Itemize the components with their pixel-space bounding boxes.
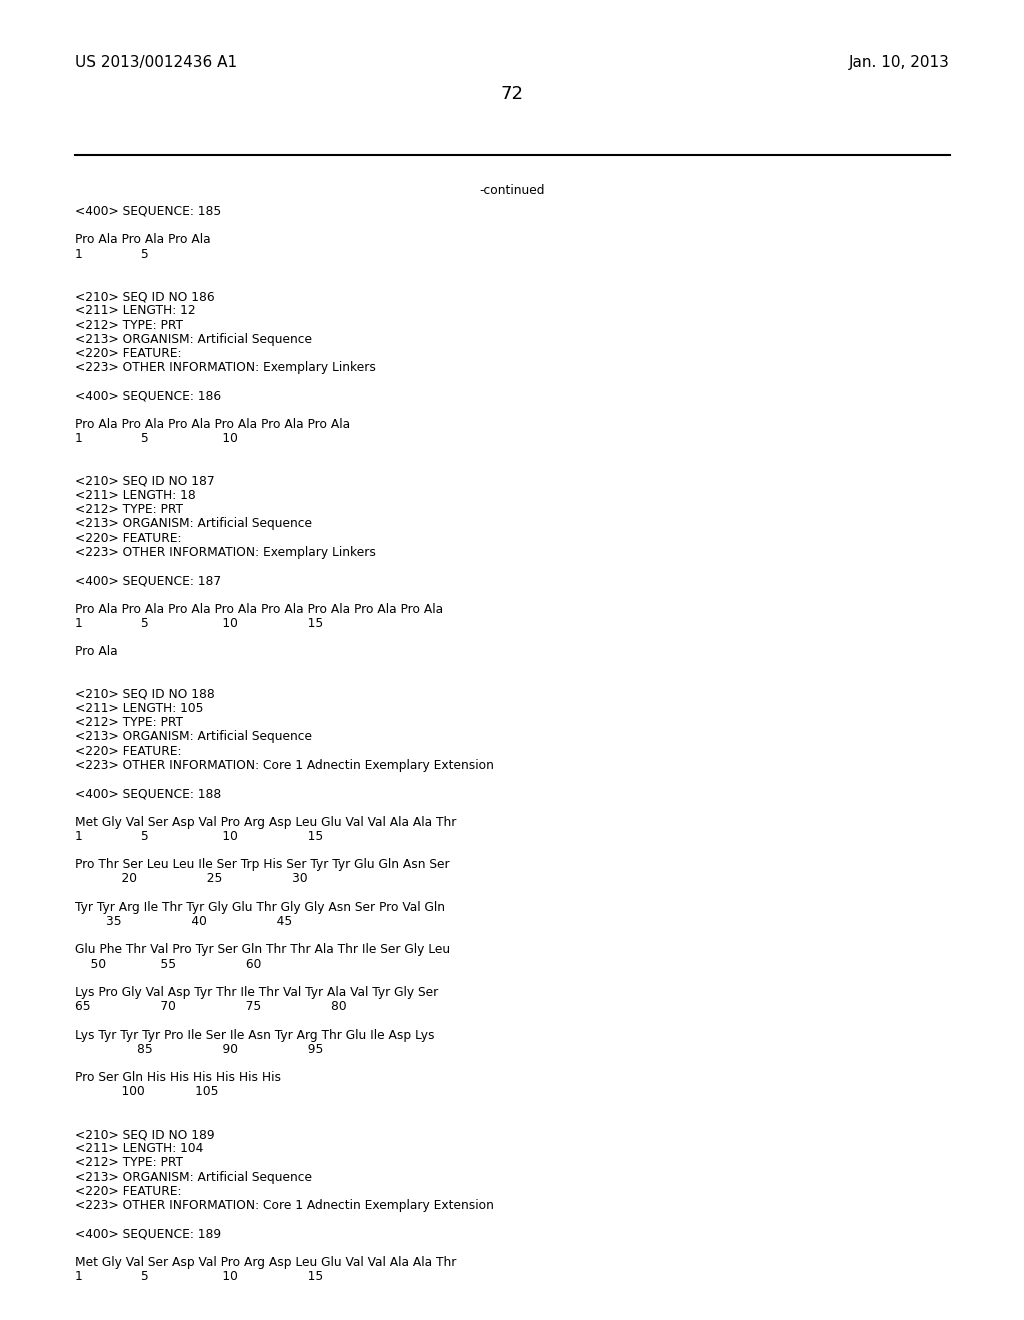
Text: <210> SEQ ID NO 188: <210> SEQ ID NO 188 [75, 688, 215, 701]
Text: <400> SEQUENCE: 189: <400> SEQUENCE: 189 [75, 1228, 221, 1241]
Text: <223> OTHER INFORMATION: Exemplary Linkers: <223> OTHER INFORMATION: Exemplary Linke… [75, 362, 376, 374]
Text: <400> SEQUENCE: 186: <400> SEQUENCE: 186 [75, 389, 221, 403]
Text: <213> ORGANISM: Artificial Sequence: <213> ORGANISM: Artificial Sequence [75, 730, 312, 743]
Text: <210> SEQ ID NO 187: <210> SEQ ID NO 187 [75, 475, 215, 488]
Text: <213> ORGANISM: Artificial Sequence: <213> ORGANISM: Artificial Sequence [75, 517, 312, 531]
Text: 72: 72 [501, 84, 523, 103]
Text: 1               5                   10                  15: 1 5 10 15 [75, 616, 324, 630]
Text: 1               5                   10                  15: 1 5 10 15 [75, 1270, 324, 1283]
Text: <211> LENGTH: 104: <211> LENGTH: 104 [75, 1142, 204, 1155]
Text: 100             105: 100 105 [75, 1085, 218, 1098]
Text: 50              55                  60: 50 55 60 [75, 957, 261, 970]
Text: Lys Tyr Tyr Tyr Pro Ile Ser Ile Asn Tyr Arg Thr Glu Ile Asp Lys: Lys Tyr Tyr Tyr Pro Ile Ser Ile Asn Tyr … [75, 1028, 434, 1041]
Text: Jan. 10, 2013: Jan. 10, 2013 [849, 55, 950, 70]
Text: <212> TYPE: PRT: <212> TYPE: PRT [75, 318, 183, 331]
Text: Met Gly Val Ser Asp Val Pro Arg Asp Leu Glu Val Val Ala Ala Thr: Met Gly Val Ser Asp Val Pro Arg Asp Leu … [75, 1255, 457, 1269]
Text: 1               5: 1 5 [75, 248, 148, 260]
Text: <223> OTHER INFORMATION: Core 1 Adnectin Exemplary Extension: <223> OTHER INFORMATION: Core 1 Adnectin… [75, 759, 494, 772]
Text: <400> SEQUENCE: 188: <400> SEQUENCE: 188 [75, 787, 221, 800]
Text: Pro Ala Pro Ala Pro Ala: Pro Ala Pro Ala Pro Ala [75, 234, 211, 247]
Text: Met Gly Val Ser Asp Val Pro Arg Asp Leu Glu Val Val Ala Ala Thr: Met Gly Val Ser Asp Val Pro Arg Asp Leu … [75, 816, 457, 829]
Text: <220> FEATURE:: <220> FEATURE: [75, 1185, 181, 1197]
Text: Pro Thr Ser Leu Leu Ile Ser Trp His Ser Tyr Tyr Glu Gln Asn Ser: Pro Thr Ser Leu Leu Ile Ser Trp His Ser … [75, 858, 450, 871]
Text: <220> FEATURE:: <220> FEATURE: [75, 347, 181, 360]
Text: <400> SEQUENCE: 185: <400> SEQUENCE: 185 [75, 205, 221, 218]
Text: <212> TYPE: PRT: <212> TYPE: PRT [75, 503, 183, 516]
Text: Pro Ala Pro Ala Pro Ala Pro Ala Pro Ala Pro Ala: Pro Ala Pro Ala Pro Ala Pro Ala Pro Ala … [75, 418, 350, 432]
Text: <210> SEQ ID NO 186: <210> SEQ ID NO 186 [75, 290, 215, 304]
Text: -continued: -continued [479, 183, 545, 197]
Text: <223> OTHER INFORMATION: Core 1 Adnectin Exemplary Extension: <223> OTHER INFORMATION: Core 1 Adnectin… [75, 1199, 494, 1212]
Text: <211> LENGTH: 18: <211> LENGTH: 18 [75, 488, 196, 502]
Text: <211> LENGTH: 105: <211> LENGTH: 105 [75, 702, 204, 715]
Text: Lys Pro Gly Val Asp Tyr Thr Ile Thr Val Tyr Ala Val Tyr Gly Ser: Lys Pro Gly Val Asp Tyr Thr Ile Thr Val … [75, 986, 438, 999]
Text: <210> SEQ ID NO 189: <210> SEQ ID NO 189 [75, 1129, 215, 1140]
Text: 35                  40                  45: 35 40 45 [75, 915, 292, 928]
Text: <213> ORGANISM: Artificial Sequence: <213> ORGANISM: Artificial Sequence [75, 333, 312, 346]
Text: <211> LENGTH: 12: <211> LENGTH: 12 [75, 305, 196, 317]
Text: 65                  70                  75                  80: 65 70 75 80 [75, 1001, 347, 1014]
Text: 1               5                   10                  15: 1 5 10 15 [75, 830, 324, 842]
Text: 1               5                   10: 1 5 10 [75, 432, 238, 445]
Text: Pro Ser Gln His His His His His His: Pro Ser Gln His His His His His His [75, 1072, 281, 1084]
Text: <212> TYPE: PRT: <212> TYPE: PRT [75, 1156, 183, 1170]
Text: <400> SEQUENCE: 187: <400> SEQUENCE: 187 [75, 574, 221, 587]
Text: US 2013/0012436 A1: US 2013/0012436 A1 [75, 55, 238, 70]
Text: Glu Phe Thr Val Pro Tyr Ser Gln Thr Thr Ala Thr Ile Ser Gly Leu: Glu Phe Thr Val Pro Tyr Ser Gln Thr Thr … [75, 944, 451, 957]
Text: <220> FEATURE:: <220> FEATURE: [75, 744, 181, 758]
Text: 85                  90                  95: 85 90 95 [75, 1043, 324, 1056]
Text: Pro Ala: Pro Ala [75, 645, 118, 659]
Text: Tyr Tyr Arg Ile Thr Tyr Gly Glu Thr Gly Gly Asn Ser Pro Val Gln: Tyr Tyr Arg Ile Thr Tyr Gly Glu Thr Gly … [75, 900, 445, 913]
Text: <212> TYPE: PRT: <212> TYPE: PRT [75, 717, 183, 729]
Text: <223> OTHER INFORMATION: Exemplary Linkers: <223> OTHER INFORMATION: Exemplary Linke… [75, 545, 376, 558]
Text: 20                  25                  30: 20 25 30 [75, 873, 307, 886]
Text: <220> FEATURE:: <220> FEATURE: [75, 532, 181, 545]
Text: <213> ORGANISM: Artificial Sequence: <213> ORGANISM: Artificial Sequence [75, 1171, 312, 1184]
Text: Pro Ala Pro Ala Pro Ala Pro Ala Pro Ala Pro Ala Pro Ala Pro Ala: Pro Ala Pro Ala Pro Ala Pro Ala Pro Ala … [75, 603, 443, 615]
